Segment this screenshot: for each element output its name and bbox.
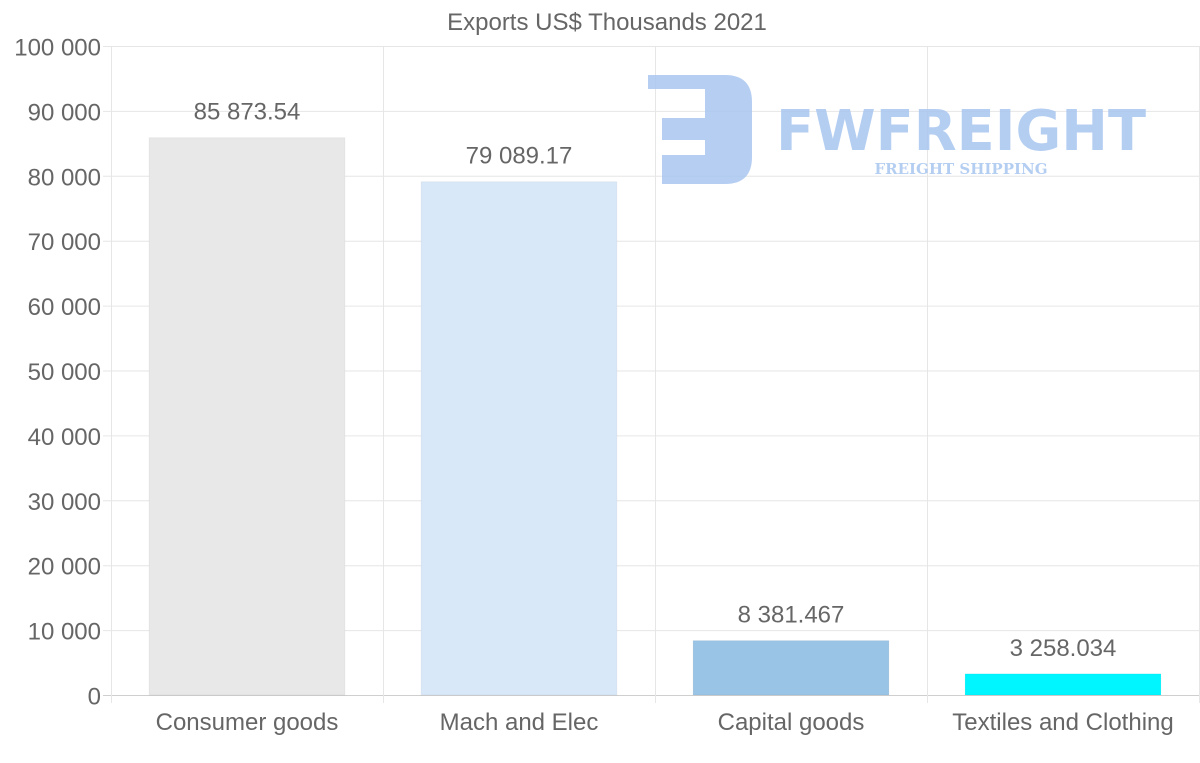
x-tick-label: Mach and Elec (440, 709, 599, 736)
watermark-tagline: FREIGHT SHIPPING (874, 160, 1047, 178)
y-tick-label: 10 000 (28, 619, 101, 646)
value-labels: 85 873.54 79 089.17 8 381.467 3 258.034 (194, 99, 1117, 662)
y-tick-label: 20 000 (28, 554, 101, 581)
watermark-brand: FWFREIGHT (776, 99, 1146, 164)
logo-mark-icon (648, 75, 752, 184)
y-tick-label: 70 000 (28, 229, 101, 256)
x-tick-label: Textiles and Clothing (952, 709, 1173, 736)
bar (420, 181, 618, 696)
bar (964, 673, 1162, 696)
data-label: 3 258.034 (1010, 635, 1117, 662)
watermark-logo: FWFREIGHT FREIGHT SHIPPING (648, 75, 1146, 184)
x-tick-label: Capital goods (718, 709, 865, 736)
x-axis: Consumer goods Mach and Elec Capital goods… (156, 709, 1174, 736)
y-tick-label: 30 000 (28, 489, 101, 516)
y-tick-label: 90 000 (28, 99, 101, 126)
data-label: 8 381.467 (738, 602, 845, 629)
bars (148, 137, 1162, 696)
data-label: 79 089.17 (466, 143, 573, 170)
bar (148, 137, 346, 696)
data-label: 85 873.54 (194, 99, 301, 126)
y-tick-label: 80 000 (28, 164, 101, 191)
bar (692, 640, 890, 696)
chart-title: Exports US$ Thousands 2021 (447, 9, 767, 36)
y-tick-label: 100 000 (14, 35, 101, 62)
y-tick-label: 50 000 (28, 359, 101, 386)
y-tick-label: 40 000 (28, 424, 101, 451)
y-tick-label: 0 (88, 684, 101, 711)
x-tick-label: Consumer goods (156, 709, 339, 736)
y-axis: 0 10 000 20 000 30 000 40 000 50 000 60 000 70 … (14, 35, 101, 711)
y-tick-label: 60 000 (28, 294, 101, 321)
